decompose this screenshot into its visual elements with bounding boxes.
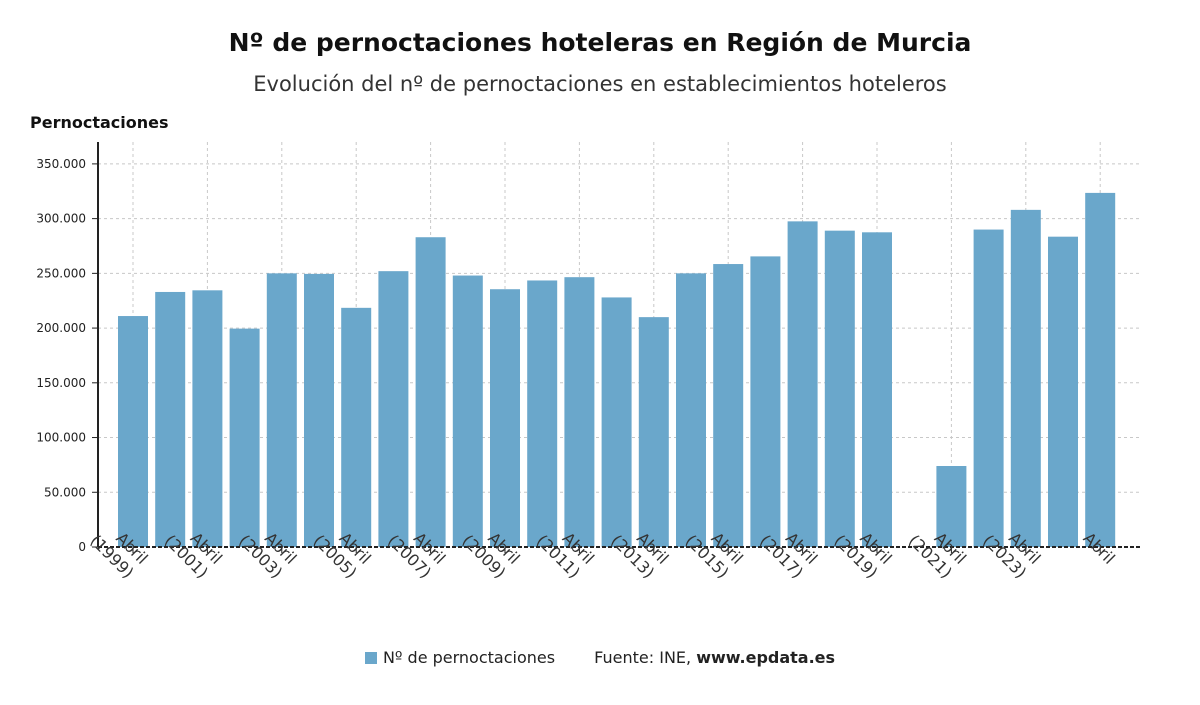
bar <box>862 232 892 547</box>
bar <box>936 466 967 547</box>
y-tick-label: 50.000 <box>44 485 86 499</box>
legend: Nº de pernoctaciones Fuente: INE, www.ep… <box>0 648 1200 667</box>
source-note: Fuente: INE, www.epdata.es <box>594 648 835 667</box>
bar <box>1048 236 1078 547</box>
bar <box>192 290 223 547</box>
bar <box>229 328 260 547</box>
bar <box>638 317 669 547</box>
legend-item-series: Nº de pernoctaciones <box>364 648 560 667</box>
bar <box>527 280 558 547</box>
bar <box>118 316 148 547</box>
y-axis-title: Pernoctaciones <box>30 113 169 132</box>
bar <box>304 273 334 547</box>
bar <box>1085 192 1116 547</box>
bar <box>155 291 186 547</box>
y-tick-label: 150.000 <box>36 376 86 390</box>
legend-series-label: Nº de pernoctaciones <box>382 648 556 667</box>
bar <box>824 230 855 547</box>
y-tick-label: 100.000 <box>36 431 86 445</box>
bar <box>713 264 744 547</box>
bar <box>787 221 818 548</box>
bar <box>1010 209 1041 547</box>
bar <box>452 275 483 547</box>
bar <box>415 237 446 547</box>
source-prefix: Fuente: INE, <box>594 648 692 667</box>
bar <box>378 271 409 547</box>
y-tick-label: 300.000 <box>36 212 86 226</box>
y-tick-label: 250.000 <box>36 266 86 280</box>
bar <box>564 277 595 547</box>
chart-subtitle: Evolución del nº de pernoctaciones en es… <box>253 72 947 96</box>
bar <box>341 307 372 547</box>
bar <box>973 229 1004 547</box>
y-tick-label: 0 <box>78 540 86 554</box>
bar <box>266 273 297 547</box>
legend-swatch <box>364 652 377 664</box>
y-tick-label: 350.000 <box>36 157 86 171</box>
bar-chart: 0 50.000 100.000 150.000 200.000 250.000 300.0… <box>36 142 1140 582</box>
y-tick-label: 200.000 <box>36 321 86 335</box>
bar <box>676 273 706 547</box>
bar <box>750 256 781 547</box>
source-site: www.epdata.es <box>696 648 836 667</box>
chart-title: Nº de pernoctaciones hoteleras en Región… <box>228 28 972 57</box>
bar <box>490 289 520 547</box>
bars-layer <box>118 192 1116 548</box>
axes-layer <box>97 142 1140 548</box>
bar <box>601 297 632 547</box>
